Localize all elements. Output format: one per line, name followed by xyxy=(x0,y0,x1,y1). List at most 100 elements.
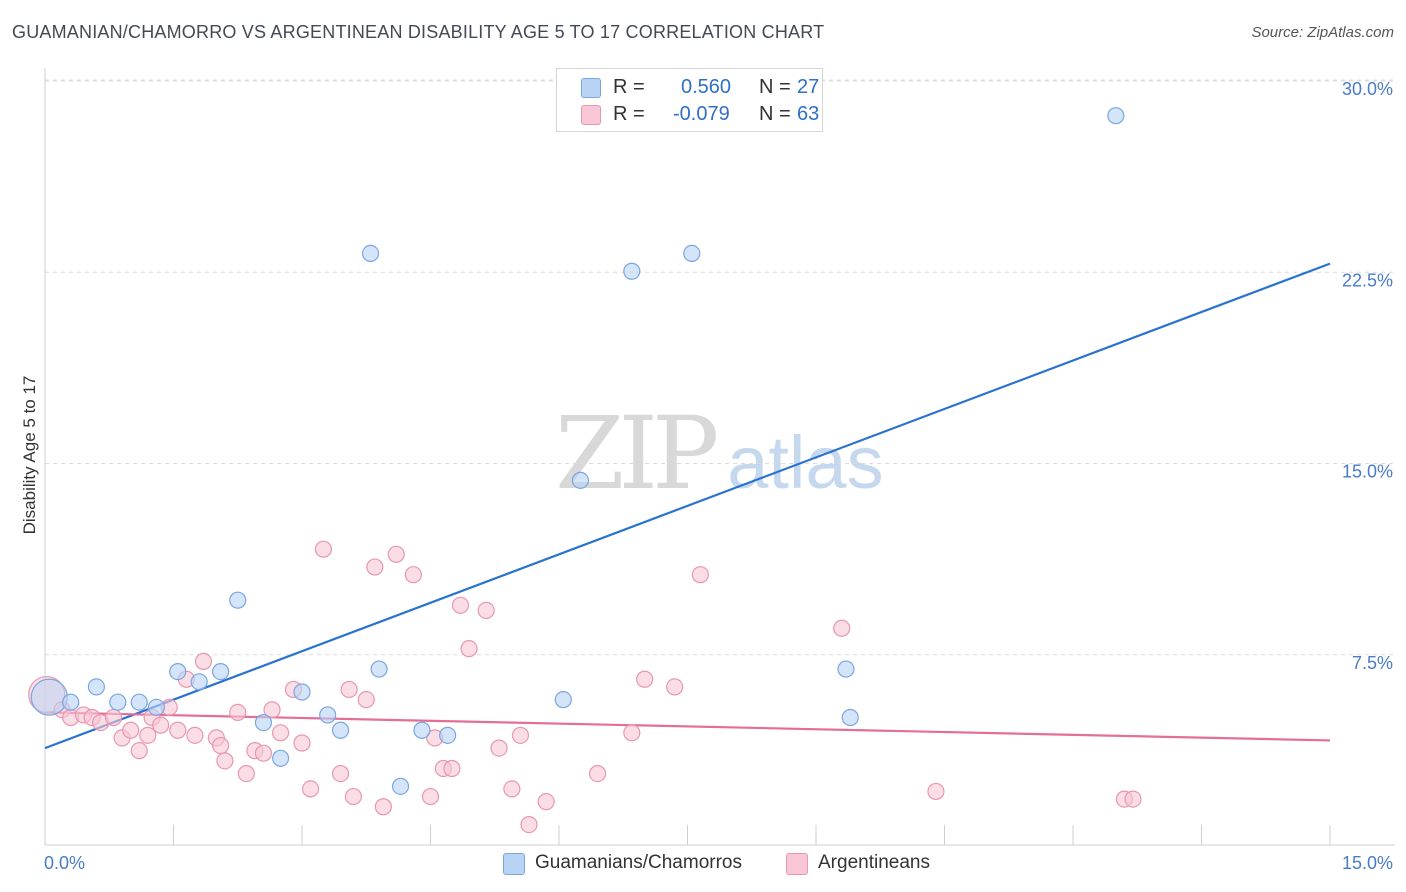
point-argentinean xyxy=(387,545,405,563)
data-points xyxy=(28,107,1142,834)
point-guamanian xyxy=(331,721,350,739)
point-guamanian xyxy=(683,244,701,262)
point-argentinean xyxy=(366,558,384,576)
y-tick-label: 7.5% xyxy=(1352,653,1393,673)
tick-labels: 7.5% 15.0% 22.5% 30.0% 0.0% 15.0% xyxy=(44,79,1393,873)
point-argentinean xyxy=(460,640,478,658)
point-argentinean xyxy=(139,726,157,744)
watermark: ZIPatlas xyxy=(555,395,884,512)
correlation-legend: R = 0.560 N = 27 R = -0.079 N = 63 xyxy=(556,68,823,132)
point-argentinean xyxy=(511,726,530,744)
point-argentinean xyxy=(503,780,521,798)
point-argentinean xyxy=(301,780,320,798)
point-guamanian xyxy=(841,708,859,727)
trend-line-guamanian xyxy=(44,262,1331,750)
point-guamanian xyxy=(109,693,127,711)
point-argentinean xyxy=(520,815,538,834)
point-guamanian xyxy=(361,244,380,262)
point-argentinean xyxy=(122,721,140,739)
point-argentinean xyxy=(229,703,247,722)
point-argentinean xyxy=(666,678,684,696)
point-argentinean xyxy=(263,701,281,719)
point-guamanian xyxy=(413,721,431,739)
y-tick-label: 30.0% xyxy=(1342,79,1393,99)
point-argentinean xyxy=(331,764,350,783)
point-guamanian xyxy=(229,591,247,609)
legend-n-value: 27 xyxy=(797,76,820,98)
x-tick-label: 0.0% xyxy=(44,853,85,873)
point-argentinean xyxy=(443,759,461,778)
point-guamanian xyxy=(169,662,187,681)
axes xyxy=(44,68,1395,846)
point-argentinean xyxy=(237,764,255,783)
point-guamanian xyxy=(1107,107,1125,125)
point-guamanian xyxy=(623,262,641,280)
source-credit: Source: ZipAtlas.com xyxy=(1251,24,1394,41)
legend-swatch-blue xyxy=(581,78,601,98)
legend-n-label: N = xyxy=(759,103,791,125)
point-guamanian xyxy=(62,693,80,711)
point-guamanian xyxy=(30,678,68,716)
point-guamanian xyxy=(147,698,165,716)
point-guamanian xyxy=(130,693,148,711)
point-argentinean xyxy=(691,566,709,584)
legend-r-label: R = xyxy=(613,103,645,125)
point-argentinean xyxy=(254,744,273,762)
point-guamanian xyxy=(293,683,311,701)
legend-r-label: R = xyxy=(613,76,645,98)
point-guamanian xyxy=(212,662,230,681)
point-argentinean xyxy=(490,739,508,757)
point-argentinean xyxy=(216,752,234,770)
point-guamanian xyxy=(391,777,410,795)
watermark-zip: ZIP xyxy=(555,395,719,512)
point-guamanian xyxy=(370,660,388,678)
point-argentinean xyxy=(340,680,358,699)
point-argentinean xyxy=(537,793,555,811)
legend-swatch-pink xyxy=(581,105,601,125)
point-argentinean xyxy=(927,782,945,801)
bottom-legend-label: Guamanians/Chamorros xyxy=(535,852,742,873)
point-argentinean xyxy=(104,708,123,727)
point-argentinean xyxy=(636,670,654,688)
point-argentinean xyxy=(421,787,440,806)
point-argentinean xyxy=(1124,790,1142,808)
point-argentinean xyxy=(623,724,641,742)
point-argentinean xyxy=(357,691,375,709)
chart-title: GUAMANIAN/CHAMORRO VS ARGENTINEAN DISABI… xyxy=(12,22,825,42)
grid-lines xyxy=(45,79,1395,656)
point-argentinean xyxy=(293,734,311,752)
x-tick-label: 15.0% xyxy=(1342,853,1393,873)
point-argentinean xyxy=(404,566,422,584)
point-guamanian xyxy=(571,471,590,489)
bottom-legend-swatch-blue xyxy=(503,853,525,875)
point-guamanian xyxy=(87,678,106,696)
y-tick-label: 22.5% xyxy=(1342,270,1393,290)
point-guamanian xyxy=(190,673,208,691)
point-argentinean xyxy=(186,726,204,744)
point-argentinean xyxy=(314,540,333,558)
point-argentinean xyxy=(130,742,148,760)
bottom-legend-label: Argentineans xyxy=(818,852,930,873)
point-guamanian xyxy=(271,749,290,767)
point-argentinean xyxy=(271,724,290,742)
point-guamanian xyxy=(439,726,457,744)
point-argentinean xyxy=(374,798,392,816)
legend-r-value: -0.079 xyxy=(673,103,730,125)
y-axis-label: Disability Age 5 to 17 xyxy=(20,376,39,535)
point-guamanian xyxy=(254,713,273,732)
bottom-legend-swatch-pink xyxy=(786,853,808,875)
point-argentinean xyxy=(344,787,362,806)
point-guamanian xyxy=(319,706,337,724)
point-argentinean xyxy=(152,716,170,734)
point-argentinean xyxy=(169,721,187,739)
point-argentinean xyxy=(194,652,213,671)
point-argentinean xyxy=(588,764,607,783)
point-argentinean xyxy=(212,736,230,755)
trend-lines xyxy=(44,262,1331,750)
y-tick-label: 15.0% xyxy=(1342,462,1393,482)
legend-n-label: N = xyxy=(759,76,791,98)
point-guamanian xyxy=(554,691,572,709)
point-argentinean xyxy=(477,601,495,620)
legend-r-value: 0.560 xyxy=(681,76,732,98)
point-argentinean xyxy=(451,596,470,614)
